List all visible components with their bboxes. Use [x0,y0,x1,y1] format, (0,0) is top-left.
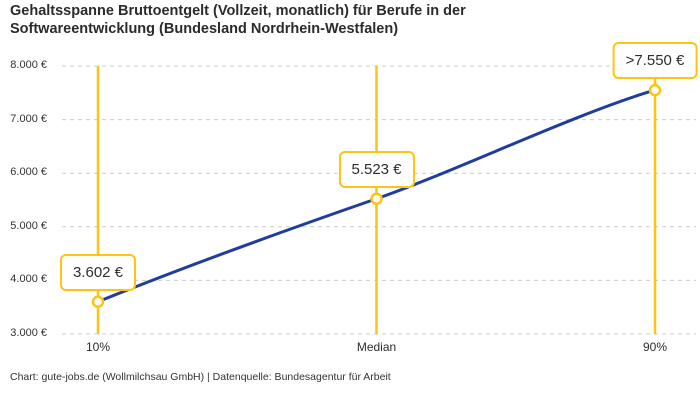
chart-footer: Chart: gute-jobs.de (Wollmilchsau GmbH) … [10,371,391,383]
data-point-marker [370,192,383,206]
value-annotation-box: 5.523 € [338,150,415,188]
y-axis-tick-label: 3.000 € [10,327,47,339]
value-annotation-box: >7.550 € [612,42,698,80]
x-axis-category-label: 90% [642,340,668,354]
value-annotation-box: 3.602 € [59,253,137,291]
y-axis-tick-label: 8.000 € [10,59,47,71]
y-axis-tick-label: 6.000 € [10,166,47,179]
y-axis-tick-label: 4.000 € [10,273,47,286]
x-axis-category-label: Median [356,340,397,354]
data-point-marker [91,295,105,308]
y-axis-tick-label: 5.000 € [10,219,47,232]
chart-title: Gehaltsspanne Bruttoentgelt (Vollzeit, m… [10,3,466,37]
y-axis-tick-label: 7.000 € [10,112,47,125]
x-axis-category-label: 10% [85,340,111,354]
data-point-marker [648,83,662,97]
